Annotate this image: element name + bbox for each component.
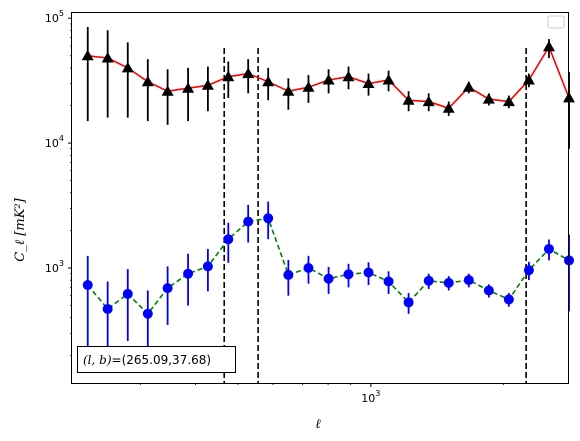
series-0-point — [201, 79, 214, 90]
series-1-point — [263, 213, 274, 224]
y-tick-label: 104 — [45, 134, 64, 150]
annotation-lb: (l, b) — [83, 353, 112, 367]
series-1-point — [543, 243, 554, 254]
series-1-point — [363, 267, 374, 278]
series-1-point — [283, 269, 294, 280]
series-0-point — [402, 94, 415, 105]
series-0-point — [81, 49, 94, 61]
series-1-point — [463, 275, 474, 286]
series-1-point — [383, 276, 394, 287]
series-1-point — [323, 273, 334, 284]
annotation-box: (l, b)=(265.09,37.68) — [77, 346, 236, 373]
y-tick-label: 105 — [45, 9, 64, 25]
series-0-point — [121, 61, 134, 73]
series-1-point — [142, 308, 153, 319]
series-0-point — [182, 82, 195, 93]
series-0-point — [422, 95, 435, 107]
series-0-point — [362, 77, 375, 88]
legend-box — [547, 15, 565, 29]
x-axis-label: ℓ — [315, 417, 321, 432]
markers — [81, 40, 575, 319]
series-1-point — [564, 255, 575, 266]
annotation-text: (l, b)=(265.09,37.68) — [83, 353, 211, 367]
series-0-point — [382, 74, 395, 85]
y-tick-label: 103 — [45, 259, 64, 275]
series-1-point — [102, 303, 113, 314]
series-0-point — [482, 93, 495, 104]
x-tick-label: 103 — [361, 389, 380, 405]
series-1-point — [503, 294, 514, 305]
series-0-point — [522, 74, 535, 85]
plot-frame — [71, 12, 569, 384]
series-0-point — [543, 40, 555, 52]
series-1-point — [483, 285, 494, 296]
series-0-point — [502, 95, 515, 107]
series-1-point — [82, 280, 93, 291]
y-axis-label: C_ℓ [mK²] — [13, 197, 28, 261]
series-1-point — [423, 275, 434, 286]
series-1-point — [523, 265, 534, 276]
tick-labels: 103 103 104 105 — [45, 9, 380, 405]
series-1-point — [343, 269, 354, 280]
series-0-point — [462, 81, 475, 92]
series-1-line — [87, 217, 570, 316]
series-0-point — [342, 70, 355, 82]
series-1-point — [162, 283, 173, 294]
series-1-point — [443, 277, 454, 288]
series-1-point — [183, 268, 194, 279]
series-0-point — [262, 75, 275, 87]
series-1-point — [243, 216, 254, 227]
series-0-point — [322, 74, 335, 85]
ticks — [68, 17, 504, 387]
series-1-point — [202, 261, 213, 272]
series-0-point — [141, 75, 154, 87]
series-0-point — [161, 85, 174, 96]
series-0-point — [302, 81, 315, 92]
series-1-point — [403, 297, 414, 308]
series-0-point — [222, 70, 235, 82]
series-1-point — [122, 288, 133, 299]
series-1-point — [223, 234, 234, 245]
series-0-point — [282, 85, 295, 96]
series-0-point — [442, 102, 455, 113]
series-0-point — [101, 52, 114, 63]
series-0-point — [242, 67, 255, 79]
series-1-point — [303, 262, 314, 273]
vertical-lines — [223, 48, 527, 383]
annotation-value: =(265.09,37.68) — [112, 353, 212, 367]
